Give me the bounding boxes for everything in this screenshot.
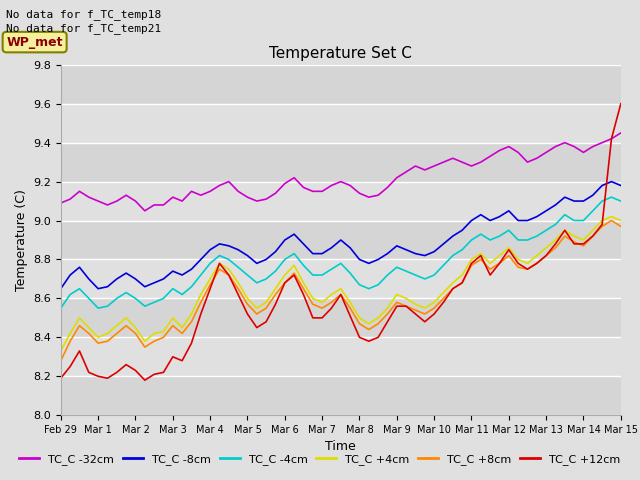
- Bar: [61, 376, 621, 415]
- Text: WP_met: WP_met: [6, 36, 63, 48]
- Title: Temperature Set C: Temperature Set C: [269, 46, 412, 61]
- Bar: [61, 65, 621, 104]
- Legend: TC_C -32cm, TC_C -8cm, TC_C -4cm, TC_C +4cm, TC_C +8cm, TC_C +12cm: TC_C -32cm, TC_C -8cm, TC_C -4cm, TC_C +…: [15, 450, 625, 469]
- Text: No data for f_TC_temp21: No data for f_TC_temp21: [6, 23, 162, 34]
- Bar: [61, 220, 621, 260]
- X-axis label: Time: Time: [325, 441, 356, 454]
- Bar: [61, 299, 621, 337]
- Y-axis label: Temperature (C): Temperature (C): [15, 189, 28, 291]
- Bar: [61, 143, 621, 181]
- Text: No data for f_TC_temp18: No data for f_TC_temp18: [6, 9, 162, 20]
